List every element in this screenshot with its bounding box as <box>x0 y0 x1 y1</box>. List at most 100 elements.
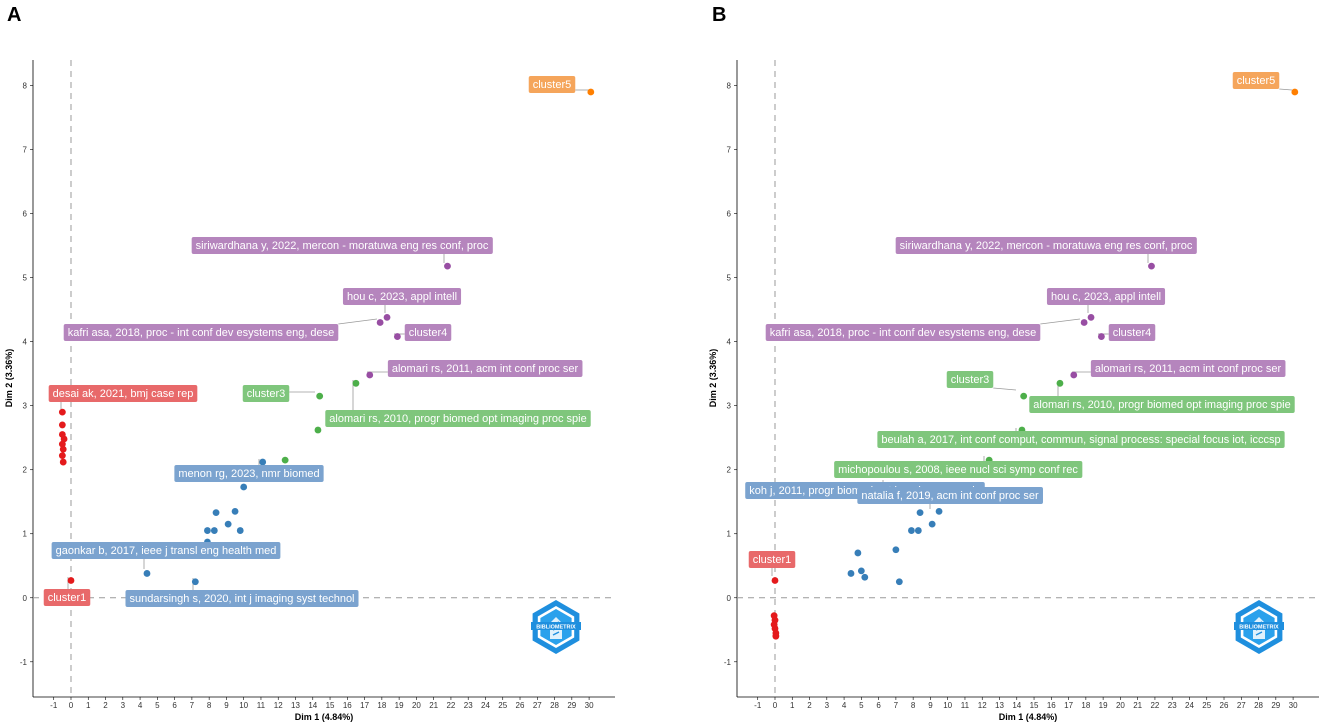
x-tick-label: 19 <box>1099 701 1108 710</box>
x-tick-label: 29 <box>567 701 576 710</box>
y-tick-label: 4 <box>23 338 28 347</box>
y-tick-label: 0 <box>23 594 28 603</box>
logo-banner <box>1234 622 1284 630</box>
cluster2-point <box>143 570 151 577</box>
point-label-box <box>242 385 290 402</box>
cluster3-point <box>316 392 324 400</box>
cluster2-point <box>231 507 239 515</box>
point-label-box <box>51 542 281 559</box>
point-label-text: cluster5 <box>1237 75 1276 87</box>
point-label-text: cluster1 <box>48 592 87 604</box>
point-label: hou c, 2023, appl intell <box>342 288 462 305</box>
point-label-text: alomari rs, 2010, progr biomed opt imagi… <box>329 413 586 425</box>
x-tick-label: 14 <box>1012 701 1021 710</box>
x-tick-label: 22 <box>446 701 455 710</box>
point-label: siriwardhana y, 2022, mercon - moratuwa … <box>895 237 1197 254</box>
x-tick-label: 20 <box>412 701 421 710</box>
point-label-box <box>174 465 324 482</box>
point-label-box <box>48 385 198 402</box>
x-tick-label: 7 <box>894 701 899 710</box>
point-label: cluster5 <box>528 76 576 93</box>
cluster2-point <box>847 570 855 577</box>
point-label-box <box>1046 288 1166 305</box>
x-axis-title: Dim 1 (4.84%) <box>295 712 354 722</box>
x-axis-title: Dim 1 (4.84%) <box>999 712 1058 722</box>
cluster4-point <box>444 262 451 270</box>
x-tick-label: 11 <box>961 701 970 710</box>
cluster2-point <box>212 509 220 517</box>
x-tick-label: 24 <box>1185 701 1194 710</box>
point-label-text: natalia f, 2019, acm int conf proc ser <box>861 490 1039 502</box>
cluster2-point <box>191 578 199 586</box>
point-label-text: desai ak, 2021, bmj case rep <box>53 388 194 400</box>
cluster3-point <box>1020 392 1028 400</box>
point-label: gaonkar b, 2017, ieee j transl eng healt… <box>51 542 281 559</box>
x-tick-label: 19 <box>395 701 404 710</box>
y-tick-label: 7 <box>727 146 732 155</box>
y-tick-label: 7 <box>23 146 28 155</box>
y-axis-title: Dim 2 (3.36%) <box>708 349 718 408</box>
cluster4-point <box>376 319 384 326</box>
x-tick-label: 26 <box>1220 701 1229 710</box>
point-label: alomari rs, 2011, acm int conf proc ser <box>387 360 583 377</box>
cluster2-point <box>861 573 869 581</box>
y-tick-label: 3 <box>23 402 28 411</box>
point-label-box <box>1108 324 1156 341</box>
x-tick-label: 21 <box>1133 701 1142 710</box>
point-label: beulah a, 2017, int conf comput, commun,… <box>877 431 1285 448</box>
cluster2-point <box>928 520 936 528</box>
x-tick-label: -1 <box>50 701 58 710</box>
y-tick-label: -1 <box>724 658 732 667</box>
point-label-text: cluster4 <box>409 327 448 339</box>
cluster2-point <box>935 507 943 515</box>
x-tick-label: 3 <box>121 701 126 710</box>
label-connector <box>1279 88 1293 91</box>
y-tick-label: 6 <box>727 210 732 219</box>
x-tick-label: 1 <box>790 701 795 710</box>
cluster4-point <box>1080 319 1088 326</box>
x-tick-label: 17 <box>1064 701 1073 710</box>
y-tick-label: 1 <box>23 530 28 539</box>
point-label: cluster1 <box>748 551 796 568</box>
label-connector <box>993 387 1017 391</box>
x-tick-label: 18 <box>377 701 386 710</box>
cluster5-point <box>587 88 595 96</box>
point-label-box <box>1029 396 1295 413</box>
y-tick-label: 8 <box>23 82 28 91</box>
point-label-box <box>857 487 1043 504</box>
y-tick-label: 5 <box>23 274 28 283</box>
point-label-box <box>748 551 796 568</box>
point-label-text: kafri asa, 2018, proc - int conf dev esy… <box>68 327 335 339</box>
cluster1-point <box>772 632 780 640</box>
x-tick-label: 11 <box>257 701 266 710</box>
point-label: michopoulou s, 2008, ieee nucl sci symp … <box>834 461 1083 478</box>
x-tick-label: 27 <box>1237 701 1246 710</box>
point-label-text: alomari rs, 2011, acm int conf proc ser <box>1095 363 1282 375</box>
y-axis-title: Dim 2 (3.36%) <box>4 349 14 408</box>
cluster5-point <box>1291 88 1299 96</box>
point-label-text: beulah a, 2017, int conf comput, commun,… <box>881 434 1280 446</box>
cluster4-point <box>1070 371 1078 379</box>
point-label: cluster4 <box>404 324 452 341</box>
x-tick-label: 2 <box>103 701 108 710</box>
cluster1-point <box>60 435 68 443</box>
x-tick-label: 4 <box>842 701 847 710</box>
point-label: menon rg, 2023, nmr biomed <box>174 465 324 482</box>
x-tick-label: 13 <box>291 701 300 710</box>
y-tick-label: 2 <box>727 466 732 475</box>
point-label-text: michopoulou s, 2008, ieee nucl sci symp … <box>838 464 1078 476</box>
point-label-box <box>43 589 91 606</box>
point-label: cluster5 <box>1232 72 1280 89</box>
point-label: cluster3 <box>242 385 290 402</box>
point-label-text: cluster5 <box>533 79 572 91</box>
x-tick-label: 6 <box>172 701 177 710</box>
logo-banner <box>531 622 581 630</box>
cluster2-point <box>204 527 211 534</box>
y-tick-label: 1 <box>727 530 732 539</box>
cluster4-point <box>1097 333 1105 340</box>
cluster3-point <box>352 379 360 387</box>
panel-letter-a: A <box>7 4 21 26</box>
label-connector <box>338 318 378 325</box>
cluster1-point <box>67 577 75 584</box>
point-label-box <box>325 410 591 427</box>
